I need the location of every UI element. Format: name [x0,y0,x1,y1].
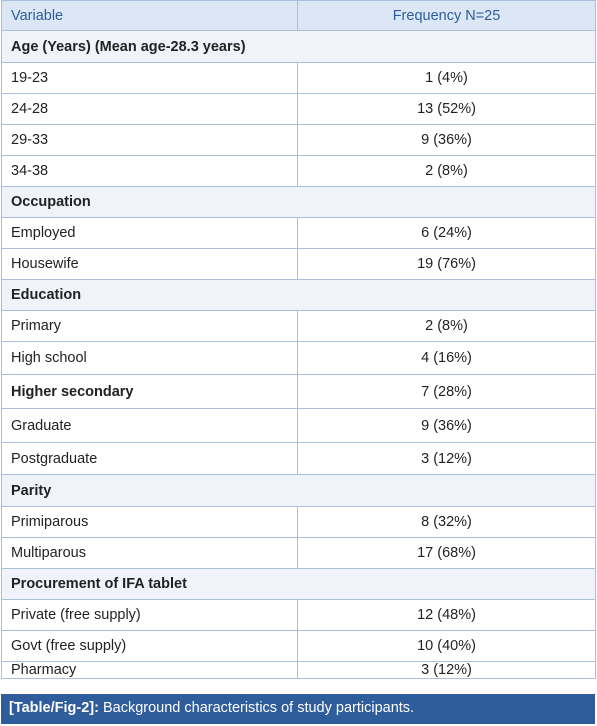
section-row: Occupation [1,186,596,218]
row-label: Higher secondary [1,374,298,409]
row-value: 9 (36%) [297,408,596,443]
table-row: Primary 2 (8%) [1,310,596,342]
row-label: Multiparous [1,537,298,569]
row-value: 2 (8%) [297,310,596,342]
row-label: Graduate [1,408,298,443]
table-row: 29-33 9 (36%) [1,124,596,156]
table-row: Graduate 9 (36%) [1,408,596,443]
table-body: Age (Years) (Mean age-28.3 years) 19-23 1 … [1,30,596,679]
row-label: Housewife [1,248,298,280]
table-row: Employed 6 (24%) [1,217,596,249]
table-header-row: Variable Frequency N=25 [1,0,596,31]
row-value: 3 (12%) [297,661,596,679]
table-row: Govt (free supply) 10 (40%) [1,630,596,662]
table-row: Housewife 19 (76%) [1,248,596,280]
characteristics-table: Variable Frequency N=25 Age (Years) (Mea… [1,0,596,679]
table-row: 34-38 2 (8%) [1,155,596,187]
table-row: Higher secondary 7 (28%) [1,374,596,409]
row-label: Primary [1,310,298,342]
table-row: Postgraduate 3 (12%) [1,442,596,475]
row-value: 13 (52%) [297,93,596,125]
row-value: 3 (12%) [297,442,596,475]
table-row: High school 4 (16%) [1,341,596,375]
table-caption: [Table/Fig-2]: Background characteristic… [1,694,595,724]
row-value: 19 (76%) [297,248,596,280]
table-row: 19-23 1 (4%) [1,62,596,94]
row-value: 8 (32%) [297,506,596,538]
row-label: High school [1,341,298,375]
row-label: 19-23 [1,62,298,94]
header-variable: Variable [1,0,298,31]
row-label: Primiparous [1,506,298,538]
section-row: Parity [1,474,596,507]
row-value: 2 (8%) [297,155,596,187]
row-value: 7 (28%) [297,374,596,409]
section-label: Parity [1,474,596,507]
row-value: 4 (16%) [297,341,596,375]
section-label: Education [1,279,596,311]
table-row: Pharmacy 3 (12%) [1,661,596,679]
caption-text: Background characteristics of study part… [98,700,415,716]
row-label: Postgraduate [1,442,298,475]
section-label: Occupation [1,186,596,218]
section-row: Procurement of IFA tablet [1,568,596,600]
section-row: Age (Years) (Mean age-28.3 years) [1,30,596,63]
table-row: 24-28 13 (52%) [1,93,596,125]
table-row: Primiparous 8 (32%) [1,506,596,538]
caption-ref: [Table/Fig-2]: [9,700,99,716]
header-frequency: Frequency N=25 [297,0,596,31]
row-label: 29-33 [1,124,298,156]
table-row: Multiparous 17 (68%) [1,537,596,569]
row-value: 10 (40%) [297,630,596,662]
row-label: 34-38 [1,155,298,187]
row-label: Pharmacy [1,661,298,679]
row-label: Govt (free supply) [1,630,298,662]
row-value: 12 (48%) [297,599,596,631]
table-row: Private (free supply) 12 (48%) [1,599,596,631]
row-label: Private (free supply) [1,599,298,631]
row-label: 24-28 [1,93,298,125]
row-value: 9 (36%) [297,124,596,156]
row-value: 6 (24%) [297,217,596,249]
row-value: 17 (68%) [297,537,596,569]
section-row: Education [1,279,596,311]
row-value: 1 (4%) [297,62,596,94]
row-label: Employed [1,217,298,249]
section-label: Age (Years) (Mean age-28.3 years) [1,30,596,63]
section-label: Procurement of IFA tablet [1,568,596,600]
